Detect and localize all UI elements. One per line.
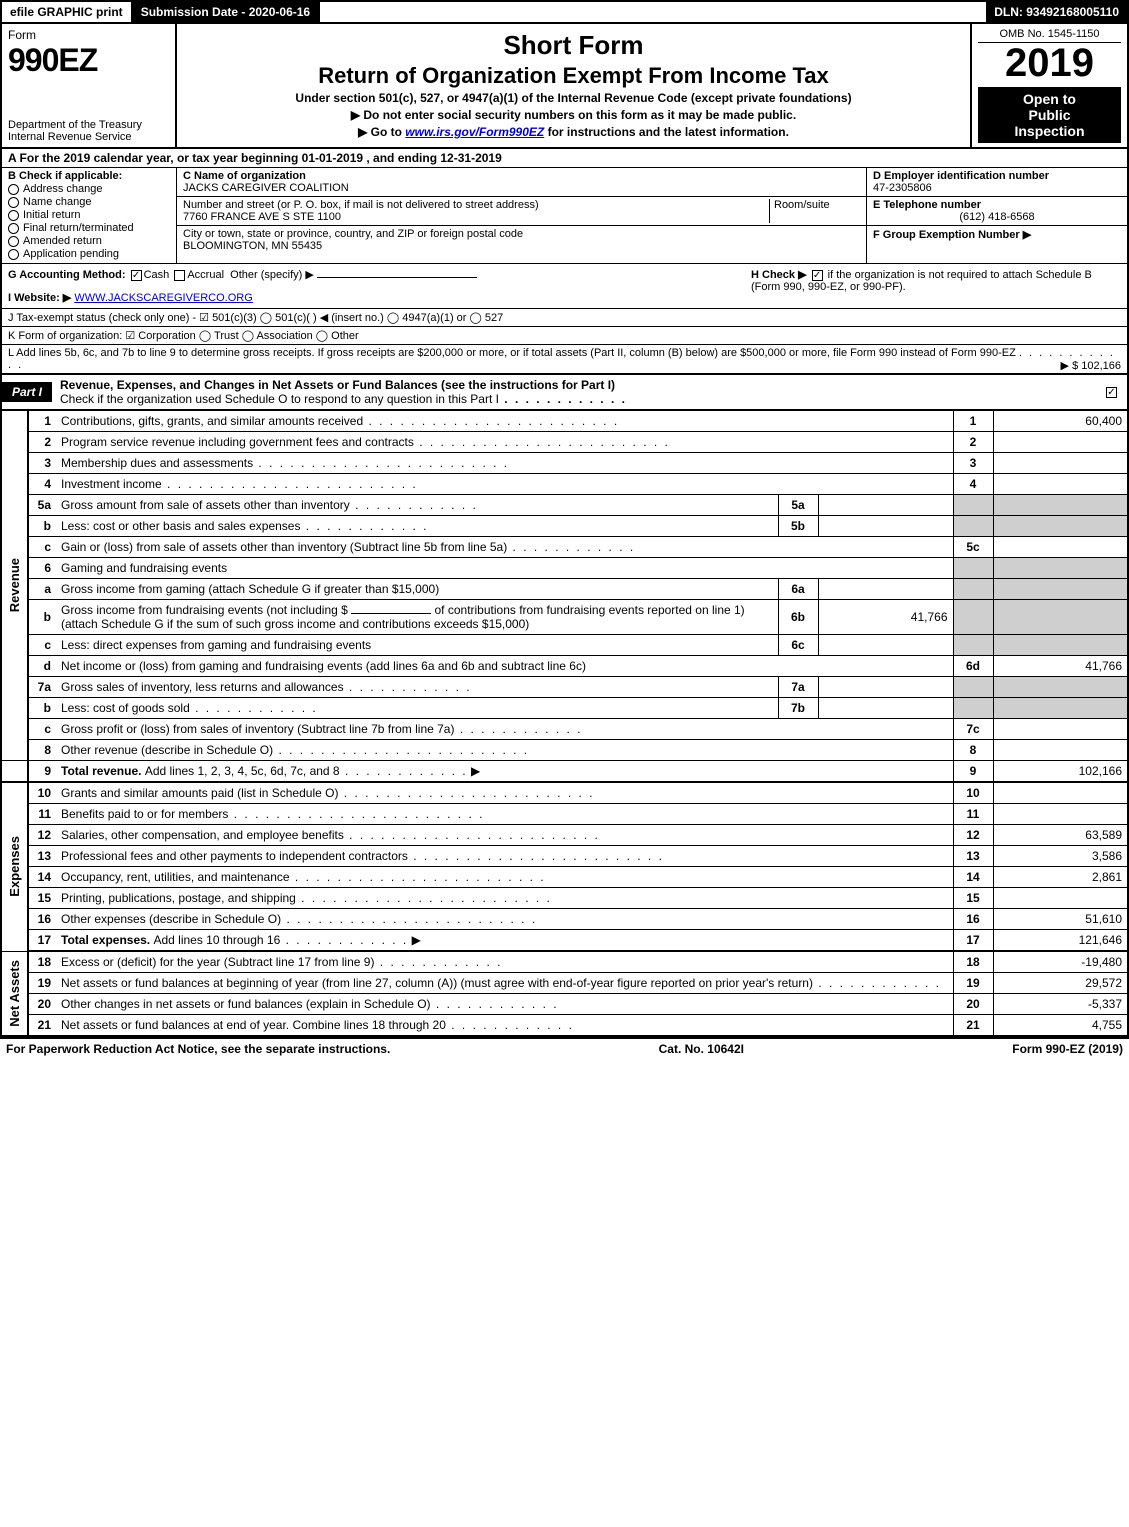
- row-k: K Form of organization: ☑ Corporation ◯ …: [0, 327, 1129, 345]
- submission-date-button[interactable]: Submission Date - 2020-06-16: [133, 2, 320, 22]
- dept-treasury: Department of the Treasury: [8, 119, 169, 131]
- org-address: 7760 FRANCE AVE S STE 1100: [183, 211, 341, 223]
- lines-table: Revenue 1 Contributions, gifts, grants, …: [0, 411, 1129, 1037]
- room-suite-label: Room/suite: [770, 199, 860, 223]
- ln-4-val: [993, 474, 1128, 495]
- return-title: Return of Organization Exempt From Incom…: [183, 63, 964, 89]
- l-amount: ▶ $ 102,166: [1061, 359, 1121, 372]
- grid-bcdef: B Check if applicable: Address change Na…: [0, 168, 1129, 264]
- row-l: L Add lines 5b, 6c, and 7b to line 9 to …: [0, 345, 1129, 374]
- footer-left: For Paperwork Reduction Act Notice, see …: [6, 1042, 390, 1056]
- section-revenue: Revenue: [7, 558, 22, 612]
- dln: DLN: 93492168005110: [986, 2, 1127, 22]
- ln-20-val: -5,337: [993, 994, 1128, 1015]
- ln-12-val: 63,589: [993, 825, 1128, 846]
- ln-13-val: 3,586: [993, 846, 1128, 867]
- under-section: Under section 501(c), 527, or 4947(a)(1)…: [183, 91, 964, 105]
- g-label: G Accounting Method:: [8, 269, 126, 281]
- ln-21-val: 4,755: [993, 1015, 1128, 1037]
- part-i-tag: Part I: [2, 382, 52, 402]
- part-i-header: Part I Revenue, Expenses, and Changes in…: [0, 374, 1129, 411]
- chk-cash[interactable]: [131, 270, 142, 281]
- f-group-label: F Group Exemption Number ▶: [873, 229, 1031, 241]
- ln-7b-val: [818, 698, 953, 719]
- org-city: BLOOMINGTON, MN 55435: [183, 240, 322, 252]
- telephone: (612) 418-6568: [873, 211, 1121, 223]
- section-net-assets: Net Assets: [7, 960, 22, 1027]
- ln-1-no: 1: [28, 411, 56, 432]
- section-expenses: Expenses: [7, 836, 22, 897]
- ln-6d-val: 41,766: [993, 656, 1128, 677]
- ein: 47-2305806: [873, 182, 1121, 194]
- ln-18-val: -19,480: [993, 951, 1128, 973]
- chk-address-change[interactable]: Address change: [8, 183, 170, 195]
- chk-amended-return[interactable]: Amended return: [8, 235, 170, 247]
- chk-schedule-b[interactable]: [812, 270, 823, 281]
- ln-6c-val: [818, 635, 953, 656]
- form-number: 990EZ: [8, 42, 169, 79]
- ln-14-val: 2,861: [993, 867, 1128, 888]
- d-ein-label: D Employer identification number: [873, 170, 1121, 182]
- open-inspection-box: Open to Public Inspection: [978, 87, 1121, 143]
- ln-19-val: 29,572: [993, 973, 1128, 994]
- row-gh: G Accounting Method: Cash Accrual Other …: [0, 264, 1129, 309]
- col-def: D Employer identification number 47-2305…: [867, 168, 1127, 263]
- ssn-note: ▶ Do not enter social security numbers o…: [183, 108, 964, 122]
- footer: For Paperwork Reduction Act Notice, see …: [0, 1037, 1129, 1059]
- ln-7a-val: [818, 677, 953, 698]
- dept-irs: Internal Revenue Service: [8, 131, 169, 143]
- efile-print-button[interactable]: efile GRAPHIC print: [2, 2, 133, 22]
- row-j: J Tax-exempt status (check only one) - ☑…: [0, 309, 1129, 327]
- ln-7c-val: [993, 719, 1128, 740]
- chk-application-pending[interactable]: Application pending: [8, 248, 170, 260]
- c-city-label: City or town, state or province, country…: [183, 228, 523, 240]
- h-pre: H Check ▶: [751, 269, 807, 281]
- ln-8-val: [993, 740, 1128, 761]
- footer-right: Form 990-EZ (2019): [1012, 1042, 1123, 1056]
- chk-accrual[interactable]: [174, 270, 185, 281]
- footer-mid: Cat. No. 10642I: [659, 1042, 744, 1056]
- ln-5a-val: [818, 495, 953, 516]
- b-label: B Check if applicable:: [8, 170, 170, 182]
- chk-name-change[interactable]: Name change: [8, 196, 170, 208]
- tax-year: 2019: [978, 43, 1121, 83]
- ln-9-val: 102,166: [993, 761, 1128, 783]
- row-a-tax-year: A For the 2019 calendar year, or tax yea…: [0, 149, 1129, 168]
- ln-6a-val: [818, 579, 953, 600]
- short-form-title: Short Form: [183, 30, 964, 61]
- ln-16-val: 51,610: [993, 909, 1128, 930]
- ln-17-val: 121,646: [993, 930, 1128, 952]
- ln-2-val: [993, 432, 1128, 453]
- ln-6b-val: 41,766: [818, 600, 953, 635]
- form-header: Form 990EZ Department of the Treasury In…: [0, 22, 1129, 149]
- ln-15-val: [993, 888, 1128, 909]
- irs-link[interactable]: www.irs.gov/Form990EZ: [405, 125, 544, 139]
- goto-note: ▶ Go to www.irs.gov/Form990EZ for instru…: [183, 125, 964, 139]
- top-bar: efile GRAPHIC print Submission Date - 20…: [0, 0, 1129, 22]
- i-label: I Website: ▶: [8, 292, 71, 304]
- col-c: C Name of organization JACKS CAREGIVER C…: [177, 168, 867, 263]
- ln-5b-val: [818, 516, 953, 537]
- part-i-title: Revenue, Expenses, and Changes in Net As…: [60, 378, 615, 392]
- org-name: JACKS CAREGIVER COALITION: [183, 182, 860, 194]
- col-b: B Check if applicable: Address change Na…: [2, 168, 177, 263]
- chk-schedule-o[interactable]: [1106, 387, 1117, 398]
- e-tel-label: E Telephone number: [873, 199, 1121, 211]
- part-i-check-text: Check if the organization used Schedule …: [60, 392, 499, 406]
- c-name-label: C Name of organization: [183, 170, 860, 182]
- ln-5c-val: [993, 537, 1128, 558]
- form-word: Form: [8, 28, 169, 42]
- website-link[interactable]: WWW.JACKSCAREGIVERCO.ORG: [74, 292, 252, 304]
- c-addr-label: Number and street (or P. O. box, if mail…: [183, 199, 539, 211]
- ln-11-val: [993, 804, 1128, 825]
- chk-initial-return[interactable]: Initial return: [8, 209, 170, 221]
- ln-1-val: 60,400: [993, 411, 1128, 432]
- chk-final-return[interactable]: Final return/terminated: [8, 222, 170, 234]
- ln-3-val: [993, 453, 1128, 474]
- ln-10-val: [993, 782, 1128, 804]
